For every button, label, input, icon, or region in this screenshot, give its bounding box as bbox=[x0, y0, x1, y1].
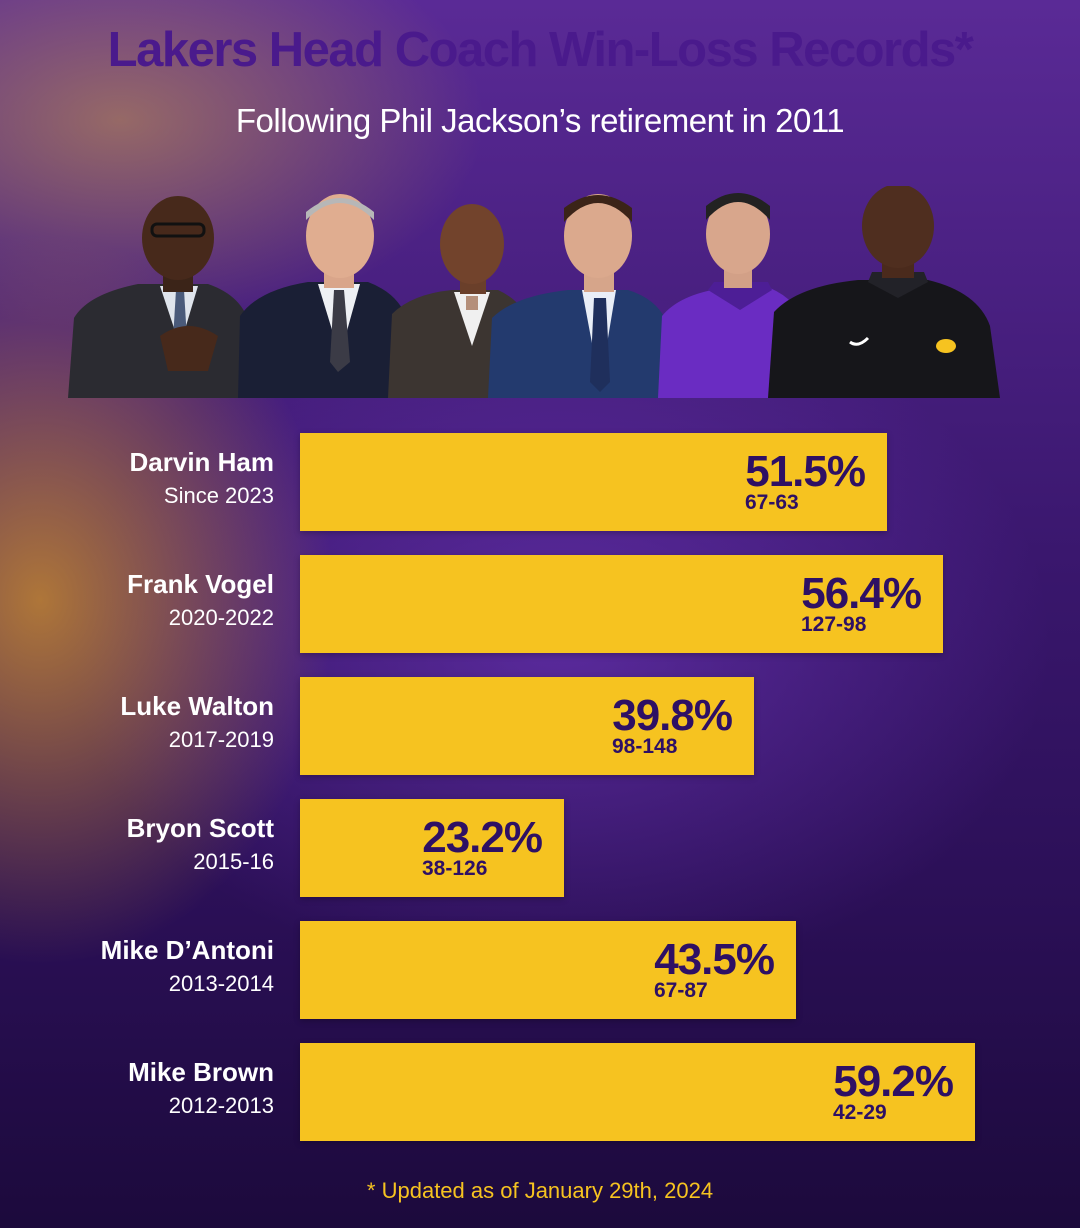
coach-name-label: Bryon Scott bbox=[126, 813, 274, 843]
coach-tenure-label: Since 2023 bbox=[163, 483, 274, 508]
footnote: * Updated as of January 29th, 2024 bbox=[366, 1178, 714, 1203]
win-percentage-label: 43.5% bbox=[654, 935, 775, 984]
bar-row: Mike D’Antoni 2013-2014 43.5% 67-87 bbox=[0, 921, 1080, 1019]
coach-photo-6 bbox=[768, 186, 1000, 398]
coach-tenure-label: 2012-2013 bbox=[168, 1093, 274, 1118]
coach-tenure-label: 2017-2019 bbox=[168, 727, 274, 752]
coach-tenure-label: 2020-2022 bbox=[168, 605, 274, 630]
win-percentage-label: 56.4% bbox=[801, 569, 922, 618]
bar-row: Darvin Ham Since 2023 51.5% 67-63 bbox=[0, 433, 1080, 531]
bar: 59.2% 42-29 bbox=[300, 1043, 975, 1141]
coach-name-label: Frank Vogel bbox=[127, 569, 274, 599]
bar: 39.8% 98-148 bbox=[300, 677, 754, 775]
win-percentage-label: 59.2% bbox=[833, 1057, 954, 1106]
coach-name-label: Mike D’Antoni bbox=[100, 935, 274, 965]
bar: 23.2% 38-126 bbox=[300, 799, 564, 897]
coach-photo-1 bbox=[68, 196, 250, 398]
win-loss-record-label: 127-98 bbox=[801, 613, 867, 636]
win-loss-record-label: 42-29 bbox=[833, 1101, 887, 1124]
chart-title: Lakers Head Coach Win-Loss Records* bbox=[107, 23, 974, 77]
coach-name-label: Luke Walton bbox=[120, 691, 274, 721]
win-loss-record-label: 98-148 bbox=[612, 735, 678, 758]
bar: 43.5% 67-87 bbox=[300, 921, 796, 1019]
win-loss-record-label: 67-87 bbox=[654, 979, 708, 1002]
coach-name-label: Mike Brown bbox=[128, 1057, 274, 1087]
coach-photo-2 bbox=[238, 194, 408, 398]
win-percentage-label: 39.8% bbox=[612, 691, 733, 740]
coach-tenure-label: 2015-16 bbox=[193, 849, 274, 874]
coach-photo-5 bbox=[658, 193, 804, 398]
win-percentage-label: 23.2% bbox=[422, 813, 543, 862]
coach-photo-4 bbox=[488, 194, 668, 398]
coach-photos-illustration bbox=[68, 186, 1000, 398]
coach-tenure-label: 2013-2014 bbox=[168, 971, 274, 996]
win-percentage-label: 51.5% bbox=[745, 447, 866, 496]
bar: 51.5% 67-63 bbox=[300, 433, 887, 531]
coach-name-label: Darvin Ham bbox=[129, 447, 275, 477]
bar: 56.4% 127-98 bbox=[300, 555, 943, 653]
win-loss-record-label: 67-63 bbox=[745, 491, 799, 514]
chart-subtitle: Following Phil Jackson’s retirement in 2… bbox=[235, 102, 845, 139]
bar-row: Bryon Scott 2015-16 23.2% 38-126 bbox=[0, 799, 1080, 897]
bar-row: Frank Vogel 2020-2022 56.4% 127-98 bbox=[0, 555, 1080, 653]
win-loss-record-label: 38-126 bbox=[422, 857, 488, 880]
bar-row: Luke Walton 2017-2019 39.8% 98-148 bbox=[0, 677, 1080, 775]
coach-photo-strip bbox=[68, 186, 1000, 398]
bar-row: Mike Brown 2012-2013 59.2% 42-29 bbox=[0, 1043, 1080, 1141]
